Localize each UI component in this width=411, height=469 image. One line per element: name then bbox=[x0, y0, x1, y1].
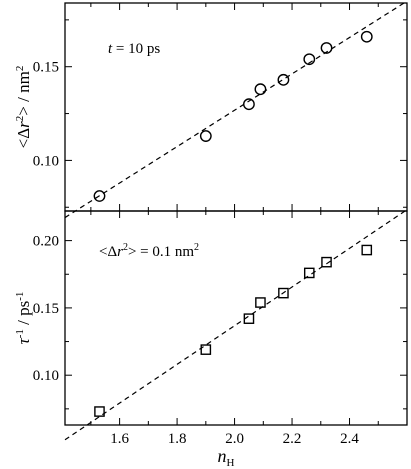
bottom-panel-frame bbox=[64, 210, 408, 426]
bottom-point bbox=[278, 287, 289, 299]
bottom-xtick-label: 1.8 bbox=[168, 431, 187, 447]
bottom-ytick-label: 0.10 bbox=[33, 368, 59, 384]
bottom-fit-line bbox=[64, 209, 408, 441]
top-point bbox=[360, 30, 373, 43]
top-annotation: t = 10 ps bbox=[108, 41, 160, 57]
top-point bbox=[303, 53, 316, 66]
top-point bbox=[243, 98, 255, 111]
top-ytick-label: 0.15 bbox=[33, 60, 59, 76]
top-point bbox=[254, 83, 267, 96]
bottom-point bbox=[243, 313, 255, 324]
bottom-annotation: <Δr2> = 0.1 nm2 bbox=[99, 242, 199, 260]
bottom-point bbox=[321, 256, 332, 268]
bottom-xtick-label: 2.2 bbox=[283, 431, 302, 447]
top-point bbox=[320, 42, 333, 54]
top-ytick-label: 0.10 bbox=[33, 153, 59, 169]
bottom-xtick-label: 2.0 bbox=[225, 431, 244, 447]
bottom-point bbox=[200, 344, 212, 355]
bottom-y-axis-title: τ-1 / ps-1 bbox=[14, 292, 33, 345]
x-axis-title: nH bbox=[218, 446, 235, 469]
bottom-ytick-label: 0.15 bbox=[33, 301, 59, 317]
bottom-point bbox=[361, 244, 373, 256]
bottom-point bbox=[94, 406, 105, 417]
bottom-point bbox=[255, 297, 266, 308]
bottom-point bbox=[303, 267, 315, 279]
top-fit-line bbox=[64, 0, 408, 219]
bottom-xtick-label: 1.6 bbox=[110, 431, 129, 447]
top-point bbox=[199, 130, 212, 142]
bottom-xtick-label: 2.4 bbox=[340, 431, 359, 447]
bottom-ytick-label: 0.20 bbox=[33, 234, 59, 250]
top-y-axis-title: <Δr2> / nm2 bbox=[14, 66, 33, 149]
top-point bbox=[93, 190, 106, 202]
top-point bbox=[277, 73, 290, 86]
